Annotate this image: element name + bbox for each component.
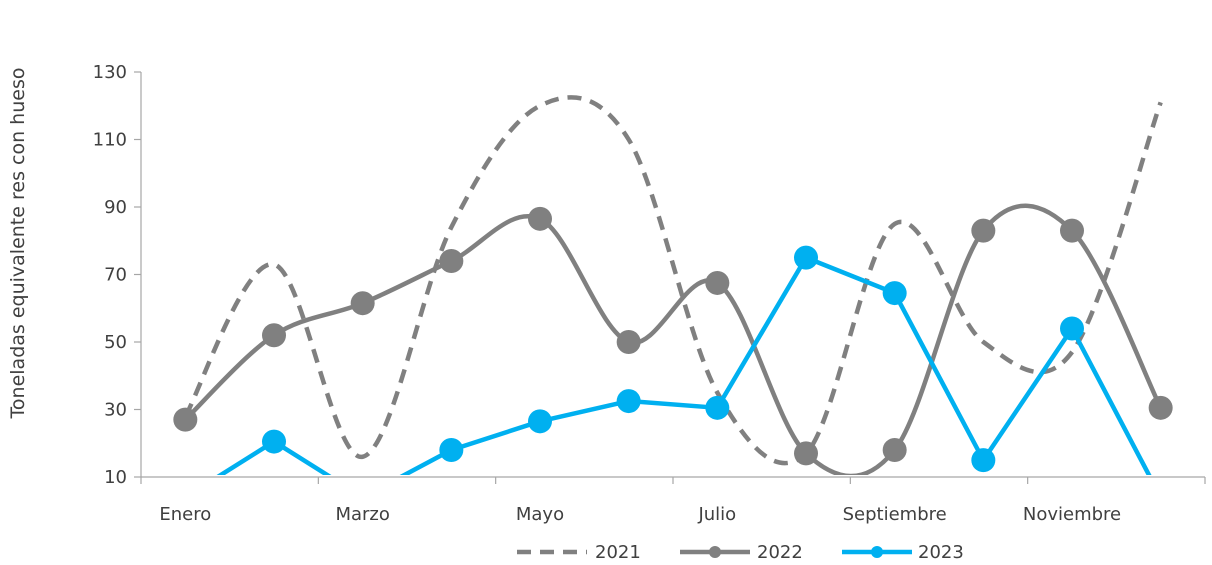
legend-marker-2023 (871, 546, 883, 558)
data-point-2023-3 (439, 438, 464, 462)
data-point-2023-11 (1149, 485, 1173, 509)
data-point-2022-1 (262, 323, 286, 348)
y-axis: 10 30 50 70 90 110 130 (93, 62, 142, 488)
y-tick-label: 130 (93, 62, 127, 83)
legend: 2021 2022 2023 (517, 542, 964, 563)
y-tick-label: 70 (104, 265, 127, 286)
x-tick-label: Noviembre (1023, 504, 1121, 525)
data-point-2023-7 (794, 245, 818, 270)
y-tick-label: 110 (93, 130, 127, 151)
series-line-2022 (183, 203, 1163, 475)
data-point-2022-9 (971, 218, 996, 243)
data-point-2022-4 (528, 206, 552, 231)
data-point-2022-2 (350, 291, 375, 316)
data-point-2022-7 (794, 441, 818, 466)
x-axis: Enero Marzo Mayo Julio Septiembre Noviembre (140, 476, 1206, 525)
x-tick-label: Marzo (335, 504, 389, 525)
data-point-2022-0 (173, 407, 198, 432)
x-tick-label: Julio (697, 504, 736, 525)
data-point-2023-9 (971, 448, 996, 473)
y-tick-label: 50 (104, 332, 127, 353)
legend-label-2021: 2021 (595, 542, 641, 563)
data-point-2022-11 (1148, 395, 1173, 420)
data-point-2023-10 (1060, 316, 1084, 341)
data-point-2023-5 (616, 389, 641, 414)
legend-label-2022: 2022 (757, 542, 803, 563)
x-tick-label: Enero (159, 504, 211, 525)
series-line-2021 (183, 95, 1163, 466)
series-layer (173, 95, 1173, 509)
legend-label-2023: 2023 (918, 542, 964, 563)
data-point-2022-8 (882, 438, 907, 462)
y-tick-label: 90 (104, 197, 127, 218)
data-point-2022-3 (439, 249, 464, 273)
legend-marker-2022 (709, 546, 721, 558)
y-axis-title: Toneladas equivalente res con hueso (7, 68, 29, 420)
data-point-2023-6 (705, 395, 730, 420)
data-point-2022-5 (616, 330, 641, 354)
y-tick-label: 30 (104, 400, 127, 421)
data-point-2023-4 (528, 409, 552, 434)
data-point-2022-6 (705, 270, 730, 295)
data-point-2022-10 (1060, 218, 1084, 243)
x-tick-label: Mayo (516, 504, 564, 525)
data-point-2023-1 (262, 429, 286, 454)
x-tick-label: Septiembre (843, 504, 947, 525)
data-point-2023-8 (882, 281, 907, 306)
y-tick-label: 10 (104, 467, 127, 488)
series-line-2023 (216, 255, 1152, 475)
